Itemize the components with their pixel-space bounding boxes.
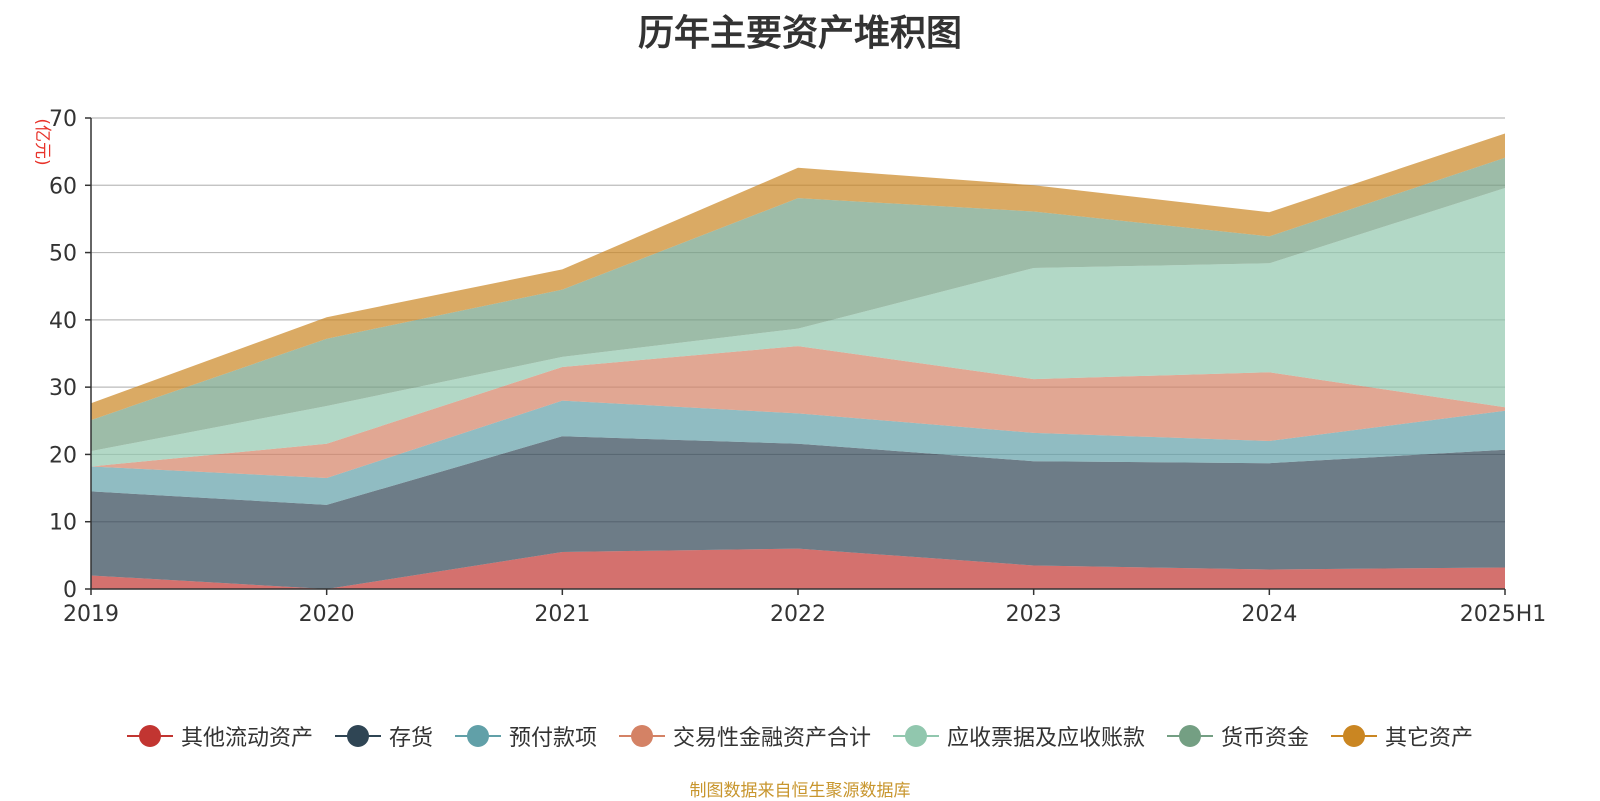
area-series-交易性金融资产合计 xyxy=(91,346,1505,478)
x-tick-label: 2019 xyxy=(63,602,119,627)
y-tick-label: 10 xyxy=(49,511,77,536)
axes: 0 10 20 30 40 50 60 70 2019 2020 2021 2022 2023 2024 2… xyxy=(49,107,1546,627)
area-series-货币资金 xyxy=(91,157,1505,452)
legend-marker-icon xyxy=(1167,724,1214,748)
legend-item-预付款项[interactable]: 预付款项 xyxy=(454,720,597,752)
x-tick-label: 2021 xyxy=(534,602,590,627)
y-axis-label: (亿元) xyxy=(32,118,52,165)
legend-item-货币资金[interactable]: 货币资金 xyxy=(1167,720,1309,752)
chart-title: 历年主要资产堆积图 xyxy=(637,13,962,54)
y-tick-label: 70 xyxy=(49,107,77,132)
x-tick-label: 2022 xyxy=(770,602,826,627)
y-tick-label: 30 xyxy=(49,376,77,401)
legend-label: 其他流动资产 xyxy=(180,726,313,751)
x-tick-label: 2023 xyxy=(1006,602,1062,627)
legend-marker-icon xyxy=(618,724,665,748)
area-series-存货 xyxy=(91,436,1505,589)
legend-item-应收票据及应收账款[interactable]: 应收票据及应收账款 xyxy=(893,720,1145,752)
area-series-预付款项 xyxy=(91,400,1505,505)
legend: 其他流动资产 存货 预付款项 交易性金融资产合计 应收票据及应收账款 货币资金 其它资产 xyxy=(0,716,1600,756)
legend-marker-icon xyxy=(893,724,939,748)
legend-item-存货[interactable]: 存货 xyxy=(334,720,433,752)
legend-label: 存货 xyxy=(388,726,433,751)
legend-label: 其它资产 xyxy=(1385,726,1474,751)
y-tick-label: 20 xyxy=(49,443,77,468)
legend-item-其他流动资产[interactable]: 其他流动资产 xyxy=(126,720,313,752)
area-series xyxy=(91,133,1505,589)
legend-label: 预付款项 xyxy=(508,726,597,751)
legend-label: 交易性金融资产合计 xyxy=(672,726,871,751)
y-tick-label: 60 xyxy=(49,174,77,199)
legend-item-其它资产[interactable]: 其它资产 xyxy=(1331,720,1473,752)
area-series-其他流动资产 xyxy=(91,548,1505,589)
y-tick-label: 0 xyxy=(63,578,77,603)
y-tick-label: 40 xyxy=(49,309,77,334)
source-note: 制图数据来自恒生聚源数据库 xyxy=(689,781,911,801)
y-tick-label: 50 xyxy=(49,242,77,267)
area-series-应收票据及应收账款 xyxy=(91,188,1505,467)
legend-label: 应收票据及应收账款 xyxy=(947,726,1146,751)
legend-label: 货币资金 xyxy=(1221,726,1310,751)
x-tick-label: 2025H1 xyxy=(1460,602,1547,627)
legend-marker-icon xyxy=(334,724,381,748)
legend-marker-icon xyxy=(126,724,173,748)
x-tick-label: 2020 xyxy=(299,602,355,627)
legend-marker-icon xyxy=(454,724,501,748)
legend-marker-icon xyxy=(1331,724,1378,748)
legend-item-交易性金融资产合计[interactable]: 交易性金融资产合计 xyxy=(618,720,871,752)
x-tick-label: 2024 xyxy=(1241,602,1297,627)
area-series-其它资产 xyxy=(91,133,1505,421)
